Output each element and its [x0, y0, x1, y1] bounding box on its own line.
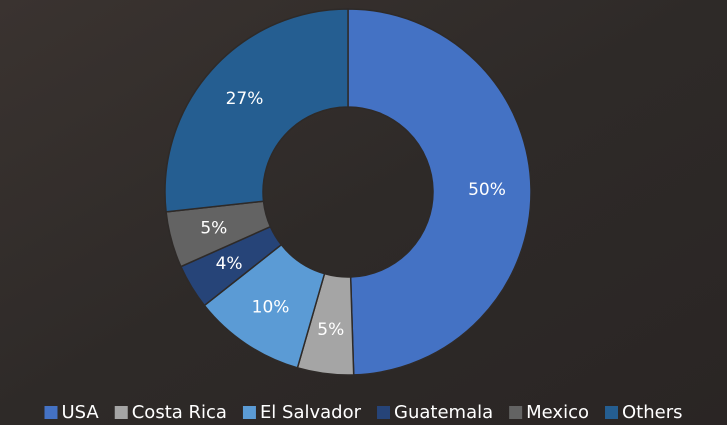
- legend-label: USA: [61, 402, 99, 423]
- legend-swatch: [377, 406, 391, 419]
- legend-label: Guatemala: [394, 402, 493, 423]
- legend-swatch: [605, 406, 619, 419]
- legend-swatch: [44, 406, 58, 419]
- data-label: 4%: [216, 254, 243, 274]
- data-label: 5%: [317, 320, 344, 340]
- data-label: 27%: [226, 89, 264, 109]
- legend-label: Mexico: [526, 402, 589, 423]
- legend-label: El Salvador: [260, 402, 362, 423]
- legend-swatch: [242, 406, 256, 419]
- slice: [164, 8, 349, 213]
- slice: [347, 8, 532, 376]
- data-label: 10%: [252, 297, 290, 317]
- data-label: 50%: [468, 180, 506, 200]
- data-label: 5%: [200, 218, 227, 238]
- legend-label: Others: [622, 402, 683, 423]
- legend-swatch: [509, 406, 523, 419]
- legend-swatch: [114, 406, 128, 419]
- legend-label: Costa Rica: [132, 402, 227, 423]
